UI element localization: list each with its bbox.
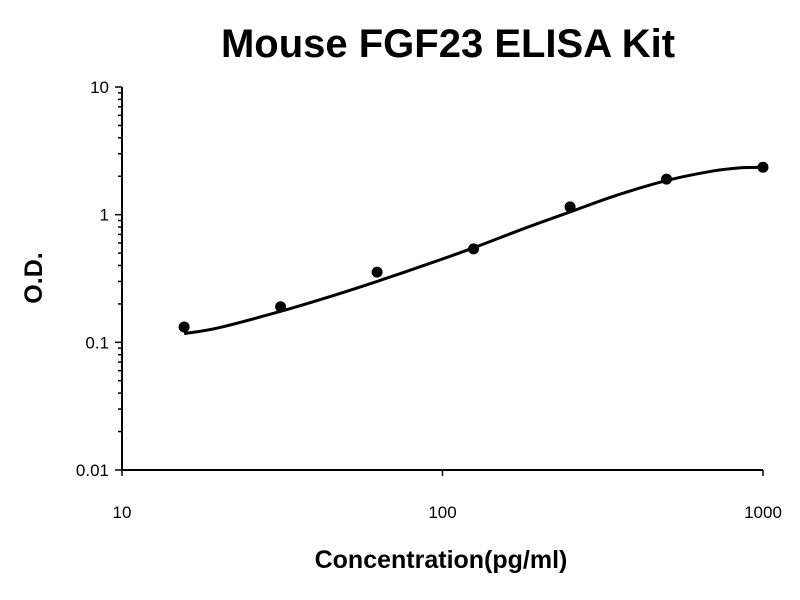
data-point	[178, 321, 190, 333]
y-ticks: 0.01 0.1 1 10	[76, 78, 122, 480]
axes	[121, 87, 763, 471]
y-axis-label: O.D.	[20, 252, 48, 303]
x-tick-label: 1000	[744, 503, 782, 522]
y-minor-ticks	[118, 92, 122, 433]
chart-title: Mouse FGF23 ELISA Kit	[221, 22, 675, 66]
data-point	[661, 173, 673, 185]
data-point	[275, 301, 287, 313]
x-ticks: 10 100 1000	[113, 470, 782, 522]
data-point	[468, 243, 480, 255]
x-axis-label: Concentration(pg/ml)	[315, 546, 568, 574]
y-tick-label: 0.1	[85, 333, 109, 352]
data-points	[178, 161, 769, 333]
y-tick-label: 10	[90, 78, 109, 97]
x-tick-label: 10	[113, 503, 132, 522]
data-point	[564, 201, 576, 213]
data-point	[371, 266, 383, 278]
y-tick-label: 0.01	[76, 461, 109, 480]
x-tick-label: 100	[428, 503, 456, 522]
data-point	[757, 161, 769, 173]
y-tick-label: 1	[100, 206, 109, 225]
